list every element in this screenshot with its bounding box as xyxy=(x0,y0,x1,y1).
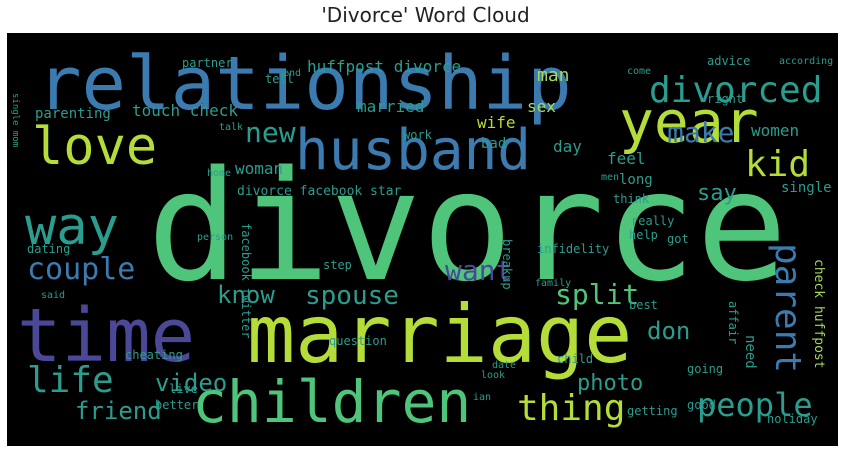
word-bad: bad xyxy=(481,136,507,152)
word-divorce: divorce xyxy=(147,138,788,315)
word-wife: wife xyxy=(477,113,516,132)
word-time: time xyxy=(17,293,196,379)
word-work: work xyxy=(403,128,432,142)
word-partner: partner xyxy=(182,56,233,70)
word-people: people xyxy=(697,386,813,424)
word-friend: friend xyxy=(75,397,162,425)
word-infidelity: infidelity xyxy=(537,242,610,256)
word-couple: couple xyxy=(27,252,136,287)
word-men: men xyxy=(601,172,620,183)
word-check-huffpost: check huffpost xyxy=(811,259,826,369)
word-step: step xyxy=(323,258,352,272)
word-make: make xyxy=(667,116,735,149)
word-holiday: holiday xyxy=(767,412,818,426)
word-date: date xyxy=(492,360,517,371)
word-know: know xyxy=(217,281,275,309)
word-tell: tell xyxy=(265,72,294,86)
word-got: got xyxy=(667,232,689,246)
word-divorce-facebook-star: divorce facebook star xyxy=(237,184,402,199)
word-way: way xyxy=(25,197,119,257)
word-sex: sex xyxy=(527,97,556,116)
word-ian: ian xyxy=(473,392,492,403)
word-year: year xyxy=(619,88,759,156)
word-help: help xyxy=(629,228,658,242)
word-relationship: relationship xyxy=(37,41,572,127)
word-dating: dating xyxy=(27,242,71,256)
word-person: person xyxy=(197,232,234,243)
word-want: want xyxy=(445,254,513,287)
word-single: single xyxy=(781,180,832,196)
word-going: going xyxy=(687,362,724,376)
word-thing: thing xyxy=(517,388,626,429)
word-getting: getting xyxy=(627,404,678,418)
word-best: best xyxy=(629,298,658,312)
word-cloud: divorce relationship marriage husband time ch… xyxy=(7,33,838,446)
word-really: really xyxy=(631,214,675,228)
word-spouse: spouse xyxy=(305,281,399,311)
word-look: look xyxy=(481,370,506,381)
word-better: better xyxy=(155,398,199,412)
word-according: according xyxy=(779,56,834,67)
word-love: love xyxy=(32,117,158,177)
word-day: day xyxy=(553,137,582,156)
word-huffpost-divorce: huffpost divorce xyxy=(307,57,462,76)
word-life: life xyxy=(27,360,114,401)
word-cheating: cheating xyxy=(125,348,183,362)
word-need: need xyxy=(742,335,758,369)
word-married: married xyxy=(357,97,425,116)
word-parenting: parenting xyxy=(35,106,111,122)
word-child: child xyxy=(557,352,594,366)
word-video: video xyxy=(155,369,228,397)
word-split: split xyxy=(555,278,640,311)
word-woman: woman xyxy=(235,159,284,178)
word-new: new xyxy=(245,116,296,149)
word-marriage: marriage xyxy=(247,288,633,381)
word-photo: photo xyxy=(577,371,644,396)
word-parent: parent xyxy=(767,243,808,374)
word-husband: husband xyxy=(295,118,532,183)
word-children: children xyxy=(192,368,472,436)
word-family: family xyxy=(535,278,572,289)
word-think: think xyxy=(613,192,650,206)
word-home: home xyxy=(207,168,232,179)
word-say: say xyxy=(697,181,737,206)
word-facebook-twitter: facebook twitter xyxy=(239,223,253,339)
word-good: good xyxy=(687,398,716,412)
word-talk: talk xyxy=(219,122,244,133)
word-women: women xyxy=(751,121,800,140)
word-single-mom: single mom xyxy=(10,93,20,148)
word-divorced: divorced xyxy=(649,70,823,111)
word-right: right xyxy=(707,92,744,106)
word-breakup: breakup xyxy=(500,239,514,290)
word-man: man xyxy=(537,65,570,86)
word-advice: advice xyxy=(707,54,751,68)
word-question: question xyxy=(329,334,387,348)
chart-title: 'Divorce' Word Cloud xyxy=(321,3,530,27)
word-live: live xyxy=(169,382,198,396)
word-long: long xyxy=(619,172,653,188)
word-said: said xyxy=(41,290,66,301)
word-feel: feel xyxy=(607,149,646,168)
word-don: don xyxy=(647,317,691,345)
word-come: come xyxy=(627,66,652,77)
word-kid: kid xyxy=(745,144,811,185)
word-touch-check: touch check xyxy=(132,101,238,120)
word-affair: affair xyxy=(726,301,740,345)
word-end: end xyxy=(283,68,302,79)
